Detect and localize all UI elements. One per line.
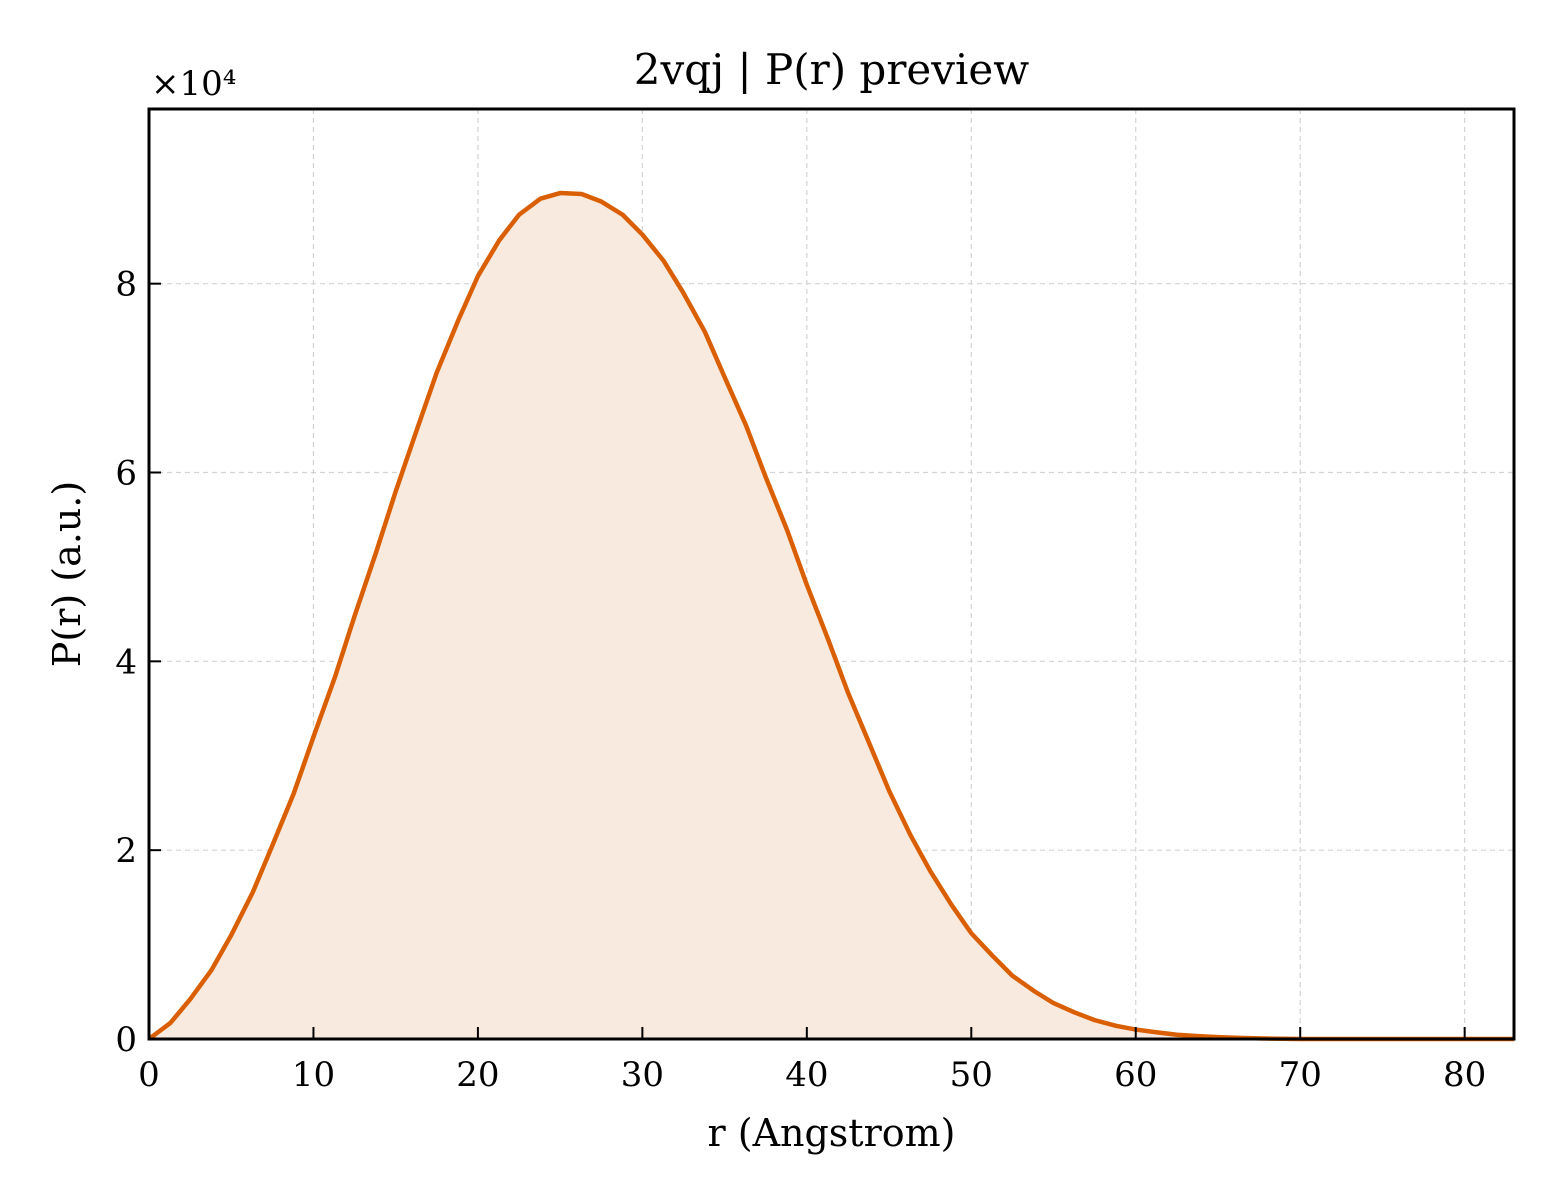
plot-frame (147, 107, 1516, 1041)
chart-title: 2vqj | P(r) preview (634, 45, 1030, 94)
y-tick-label: 6 (115, 454, 137, 494)
y-tick-label: 4 (115, 642, 137, 682)
y-axis-label: P(r) (a.u.) (45, 481, 89, 667)
x-tick-label: 10 (292, 1055, 335, 1095)
y-tick-label: 8 (115, 265, 137, 305)
pr-area-fill (149, 193, 1514, 1039)
x-tick-label: 70 (1279, 1055, 1322, 1095)
x-tick-label: 80 (1443, 1055, 1486, 1095)
y-tick-label: 2 (115, 831, 137, 871)
x-tick-label: 30 (621, 1055, 664, 1095)
x-tick-label: 50 (950, 1055, 993, 1095)
x-tick-label: 0 (138, 1055, 160, 1095)
x-tick-label: 40 (785, 1055, 828, 1095)
x-axis-label: r (Angstrom) (708, 1111, 956, 1155)
x-tick-label: 20 (456, 1055, 499, 1095)
x-tick-label: 60 (1114, 1055, 1157, 1095)
tick-layer: 0 10 20 30 40 50 60 70 80 0 2 4 6 8 (115, 265, 1486, 1095)
y-axis-multiplier: ×10⁴ (151, 64, 236, 104)
y-tick-label: 0 (115, 1020, 137, 1060)
